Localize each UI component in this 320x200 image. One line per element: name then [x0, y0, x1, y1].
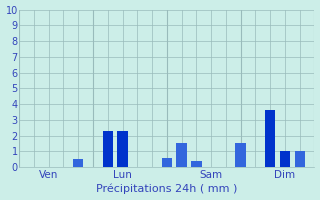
Bar: [176, 143, 187, 167]
Bar: [294, 151, 305, 167]
Bar: [117, 131, 128, 167]
Bar: [265, 110, 275, 167]
Bar: [162, 158, 172, 167]
Bar: [73, 159, 84, 167]
Bar: [236, 143, 246, 167]
X-axis label: Précipitations 24h ( mm ): Précipitations 24h ( mm ): [96, 184, 237, 194]
Bar: [280, 151, 290, 167]
Bar: [191, 161, 202, 167]
Bar: [103, 131, 113, 167]
